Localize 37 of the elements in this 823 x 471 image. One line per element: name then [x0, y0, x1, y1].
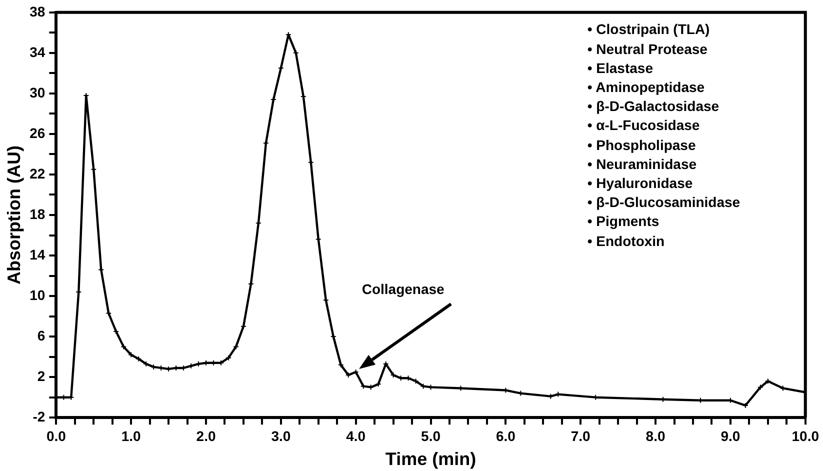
x-tick-label: 6.0: [496, 428, 516, 444]
y-tick-label: 38: [30, 3, 46, 20]
y-tick-label: 18: [30, 206, 46, 222]
x-tick-label: 9.0: [720, 428, 740, 444]
x-tick-label: 0.0: [46, 428, 66, 444]
annotation: • β-D-Galactosidase: [587, 97, 720, 116]
annotation: • α-L-Fucosidase: [587, 116, 701, 136]
annotation: • Clostripain (TLA): [587, 20, 711, 40]
annotation: • Neutral Protease: [587, 40, 708, 59]
annotation: • Neuraminidase: [587, 154, 698, 174]
annotation: • β-D-Glucosaminidase: [587, 193, 740, 212]
annotation: • Hyaluronidase: [587, 174, 694, 194]
x-tick-label: 1.0: [121, 428, 142, 444]
annotation: • Pigments: [587, 212, 660, 232]
x-tick-label: 4.0: [346, 428, 366, 444]
x-axis-title: Time (min): [385, 449, 476, 470]
y-tick-label: 14: [30, 246, 46, 262]
x-tick-label: 3.0: [271, 428, 291, 444]
x-tick-label: 5.0: [421, 428, 441, 444]
x-tick-label: 7.0: [570, 428, 591, 444]
annotation: • Elastase: [587, 58, 654, 78]
annotation: • Aminopeptidase: [587, 78, 706, 97]
y-tick-label: 6: [37, 327, 46, 344]
y-tick-label: 30: [30, 84, 46, 100]
y-tick-label: 34: [30, 44, 46, 60]
y-tick-label: 2: [37, 368, 46, 384]
x-tick-label: 8.0: [646, 428, 666, 444]
y-axis-title: Absorption (AU): [4, 146, 24, 284]
y-tick-label: -2: [32, 408, 46, 424]
y-tick-label: 26: [30, 124, 46, 141]
y-tick-label: 10: [30, 286, 46, 303]
x-tick-label: 10.0: [792, 428, 820, 444]
annotation: • Phospholipase: [587, 136, 697, 155]
annotation: Collagenase: [362, 281, 444, 297]
annotation: • Endotoxin: [587, 232, 666, 251]
y-tick-label: 22: [30, 165, 46, 182]
x-tick-label: 2.0: [196, 428, 216, 444]
